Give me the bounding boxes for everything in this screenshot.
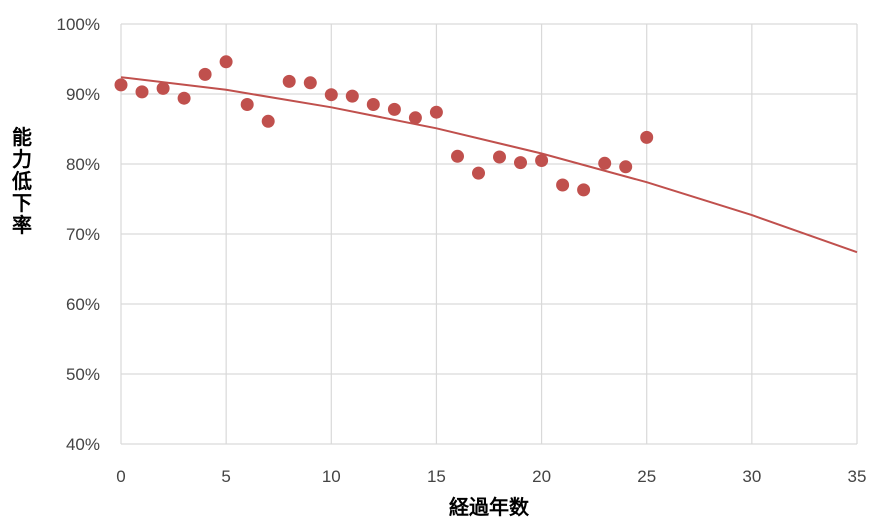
grid bbox=[120, 23, 858, 445]
data-point bbox=[556, 178, 570, 192]
data-point bbox=[598, 156, 612, 170]
data-point bbox=[535, 154, 549, 167]
y-axis-title-char: 低 bbox=[11, 169, 32, 193]
data-point bbox=[198, 67, 212, 81]
data-point bbox=[177, 91, 191, 105]
y-axis-title-char: 力 bbox=[12, 147, 32, 171]
y-tick-label: 70% bbox=[66, 225, 100, 244]
trendline-path bbox=[120, 76, 858, 254]
x-axis-ticks: 0 5 10 15 20 25 30 35 bbox=[116, 467, 866, 486]
y-tick-label: 40% bbox=[66, 435, 100, 454]
data-point bbox=[472, 166, 485, 180]
y-axis-title-char: 率 bbox=[12, 213, 32, 237]
data-point bbox=[577, 183, 591, 197]
data-point bbox=[640, 130, 654, 144]
x-tick-label: 10 bbox=[322, 467, 341, 486]
data-point bbox=[619, 160, 633, 174]
y-axis-title-char: 下 bbox=[12, 191, 32, 215]
data-point bbox=[282, 74, 296, 88]
y-tick-label: 80% bbox=[66, 155, 100, 174]
data-point bbox=[345, 89, 359, 103]
data-point bbox=[240, 98, 254, 111]
data-point bbox=[219, 55, 233, 69]
y-tick-label: 100% bbox=[57, 15, 100, 34]
data-points bbox=[114, 55, 654, 197]
data-point bbox=[387, 102, 401, 116]
data-point bbox=[303, 76, 317, 90]
x-tick-label: 20 bbox=[532, 467, 551, 486]
y-tick-label: 60% bbox=[66, 295, 100, 314]
data-point bbox=[429, 105, 443, 119]
data-point bbox=[493, 150, 506, 164]
data-point bbox=[114, 78, 128, 92]
x-tick-label: 35 bbox=[848, 467, 867, 486]
y-tick-label: 90% bbox=[66, 85, 100, 104]
data-point bbox=[156, 81, 170, 95]
data-point bbox=[408, 111, 422, 125]
data-point bbox=[135, 85, 149, 99]
x-axis-title: 経過年数 bbox=[449, 495, 530, 519]
data-point bbox=[324, 88, 338, 102]
trendline bbox=[120, 76, 858, 254]
data-point bbox=[261, 114, 275, 128]
x-tick-label: 5 bbox=[221, 467, 230, 486]
data-point bbox=[366, 98, 380, 111]
data-point bbox=[514, 156, 527, 170]
x-tick-label: 15 bbox=[427, 467, 446, 486]
y-axis-ticks: 40% 50% 60% 70% 80% 90% 100% bbox=[57, 15, 100, 454]
data-point bbox=[451, 149, 464, 163]
y-axis-title-char: 能 bbox=[12, 125, 32, 149]
x-tick-label: 30 bbox=[742, 467, 761, 486]
y-tick-label: 50% bbox=[66, 365, 100, 384]
x-tick-label: 0 bbox=[116, 467, 125, 486]
x-tick-label: 25 bbox=[637, 467, 656, 486]
